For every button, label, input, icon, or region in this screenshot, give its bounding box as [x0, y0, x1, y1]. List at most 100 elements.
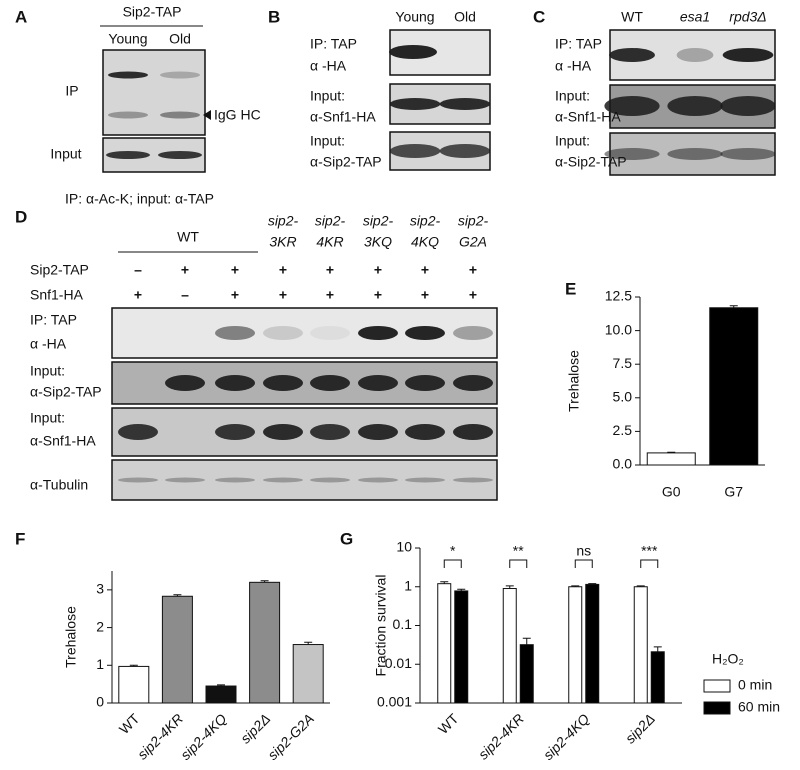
band	[609, 48, 655, 62]
panel-label: G	[340, 529, 353, 548]
row-label: α-Snf1-HA	[310, 109, 376, 125]
x-tick-label: WT	[116, 710, 143, 737]
bar	[161, 595, 193, 704]
band	[389, 45, 437, 59]
significance-label: ns	[576, 543, 591, 559]
band	[310, 375, 350, 391]
bar	[502, 588, 517, 704]
band	[165, 477, 205, 483]
panel-label: C	[533, 7, 545, 26]
band	[667, 96, 723, 116]
sign: +	[326, 262, 334, 278]
bar	[633, 586, 648, 704]
band	[358, 326, 398, 340]
legend-title: H₂O₂	[712, 651, 744, 667]
panel-label: E	[565, 279, 576, 298]
y-tick-label: 0.01	[385, 655, 412, 671]
panel-label: F	[15, 529, 25, 548]
band	[720, 148, 776, 160]
band	[106, 151, 150, 159]
lane-label: Young	[108, 31, 147, 47]
blot-header: Sip2-TAP	[123, 4, 182, 20]
y-axis-label: Fraction survival	[373, 575, 389, 677]
band	[215, 375, 255, 391]
band	[453, 424, 493, 440]
mutant-label: 3KQ	[364, 234, 392, 250]
row-label: Input	[50, 146, 81, 162]
sign: +	[469, 287, 477, 303]
mutant-label: sip2-	[315, 213, 346, 229]
row-label: α-Snf1-HA	[30, 433, 96, 449]
legend-swatch	[703, 701, 731, 715]
bar	[519, 644, 534, 704]
band	[160, 71, 200, 79]
lane-label: WT	[621, 9, 643, 25]
row-label: IP	[65, 83, 78, 99]
sign: –	[181, 287, 189, 303]
sign: +	[421, 287, 429, 303]
lane-label: Young	[395, 9, 434, 25]
group-label: WT	[177, 229, 199, 245]
bar	[646, 452, 696, 466]
legend-label: 0 min	[738, 677, 772, 693]
significance-bracket	[509, 559, 528, 568]
legend-swatch	[703, 679, 731, 693]
row-label: Input:	[310, 88, 345, 104]
significance-label: ***	[641, 543, 658, 559]
mutant-label: sip2-	[363, 213, 394, 229]
annotation: IgG HC	[214, 107, 261, 123]
row-label: α-Sip2-TAP	[30, 384, 102, 400]
y-tick-label: 5.0	[613, 389, 633, 405]
sign: +	[279, 287, 287, 303]
lane-label: Old	[169, 31, 191, 47]
condition-label: Sip2-TAP	[30, 262, 89, 278]
band	[263, 375, 303, 391]
x-tick-label: sip2-G2A	[264, 710, 317, 763]
y-tick-label: 1	[96, 656, 104, 672]
band	[389, 98, 441, 110]
blot	[111, 459, 498, 501]
band	[720, 96, 776, 116]
band	[453, 477, 493, 483]
row-label: Input:	[555, 133, 590, 149]
x-tick-label: sip2-4KR	[475, 710, 527, 762]
row-label: α -HA	[30, 336, 67, 352]
x-tick-label: sip2Δ	[237, 710, 273, 746]
sign: +	[469, 262, 477, 278]
significance-bracket	[640, 559, 659, 568]
significance-bracket	[574, 559, 593, 568]
row-label: IP: TAP	[310, 36, 357, 52]
row-label: α -HA	[555, 58, 592, 74]
band	[405, 375, 445, 391]
row-label: α -HA	[310, 58, 347, 74]
mutant-label: sip2-	[410, 213, 441, 229]
sign: +	[231, 287, 239, 303]
band	[108, 71, 148, 79]
y-tick-label: 2	[96, 618, 104, 634]
band	[310, 326, 350, 340]
band	[118, 424, 158, 440]
band	[453, 326, 493, 340]
panel-label: A	[15, 7, 27, 26]
y-tick-label: 12.5	[605, 288, 632, 304]
y-axis-label: Trehalose	[63, 606, 79, 668]
band	[158, 151, 202, 159]
row-label: IP: TAP	[555, 36, 602, 52]
band	[160, 111, 200, 119]
bar	[568, 586, 583, 704]
x-tick-label: sip2Δ	[622, 710, 658, 746]
band	[108, 111, 148, 119]
bar	[454, 590, 469, 704]
sign: +	[181, 262, 189, 278]
band	[118, 477, 158, 483]
x-tick-label: sip2-4KQ	[177, 710, 230, 763]
band	[722, 48, 774, 62]
mutant-label: G2A	[459, 234, 487, 250]
y-tick-label: 3	[96, 581, 104, 597]
band	[405, 424, 445, 440]
band	[405, 326, 445, 340]
panel-label: D	[15, 207, 27, 226]
band	[453, 375, 493, 391]
band	[676, 48, 714, 62]
